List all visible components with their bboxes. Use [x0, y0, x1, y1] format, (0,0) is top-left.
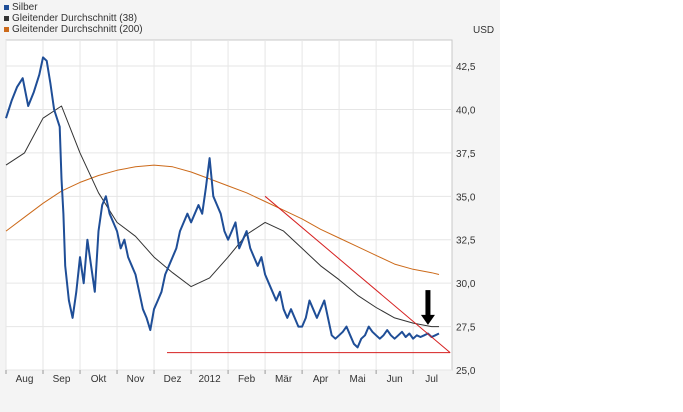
y-tick-label: 30,0 [456, 279, 476, 290]
y-tick-label: 37,5 [456, 149, 476, 160]
plot-area [5, 39, 453, 371]
x-tick-label: Feb [238, 374, 256, 385]
legend-label-silber: Silber [12, 2, 38, 13]
legend-swatch-silber [4, 5, 9, 10]
legend-item-gd200: Gleitender Durchschnitt (200) [4, 24, 143, 35]
y-tick-label: 27,5 [456, 323, 476, 334]
x-tick-label: Dez [164, 374, 182, 385]
legend-item-gd38: Gleitender Durchschnitt (38) [4, 13, 137, 24]
y-tick-label: 25,0 [456, 366, 476, 377]
y-tick-label: 32,5 [456, 236, 476, 247]
legend-swatch-gd200 [4, 27, 9, 32]
legend-label-gd38: Gleitender Durchschnitt (38) [12, 13, 138, 24]
x-tick-label: Okt [91, 374, 107, 385]
x-tick-label: Jun [387, 374, 403, 385]
series-line-silber [5, 56, 440, 349]
x-tick-label: Jul [425, 374, 438, 385]
x-tick-label: Aug [16, 374, 34, 385]
x-tick-label: Mai [350, 374, 366, 385]
x-tick-label: Nov [127, 374, 145, 385]
x-tick-label: Sep [53, 374, 71, 385]
x-tick-label: Mär [275, 374, 293, 385]
x-tick-label: Apr [313, 374, 329, 385]
legend-label-gd200: Gleitender Durchschnitt (200) [12, 24, 143, 35]
x-tick-label: 2012 [198, 374, 221, 385]
legend-item-silber: Silber [4, 2, 38, 13]
y-tick-label: 35,0 [456, 192, 476, 203]
y-tick-label: 42,5 [456, 62, 476, 73]
legend-swatch-gd38 [4, 16, 9, 21]
arrow-down-icon [420, 314, 435, 325]
series-line-gd38 [5, 105, 439, 328]
trendline-resistance [264, 195, 451, 354]
y-tick-label: 40,0 [456, 105, 476, 116]
unit-label: USD [473, 25, 495, 36]
series-line-gd200 [5, 164, 440, 275]
